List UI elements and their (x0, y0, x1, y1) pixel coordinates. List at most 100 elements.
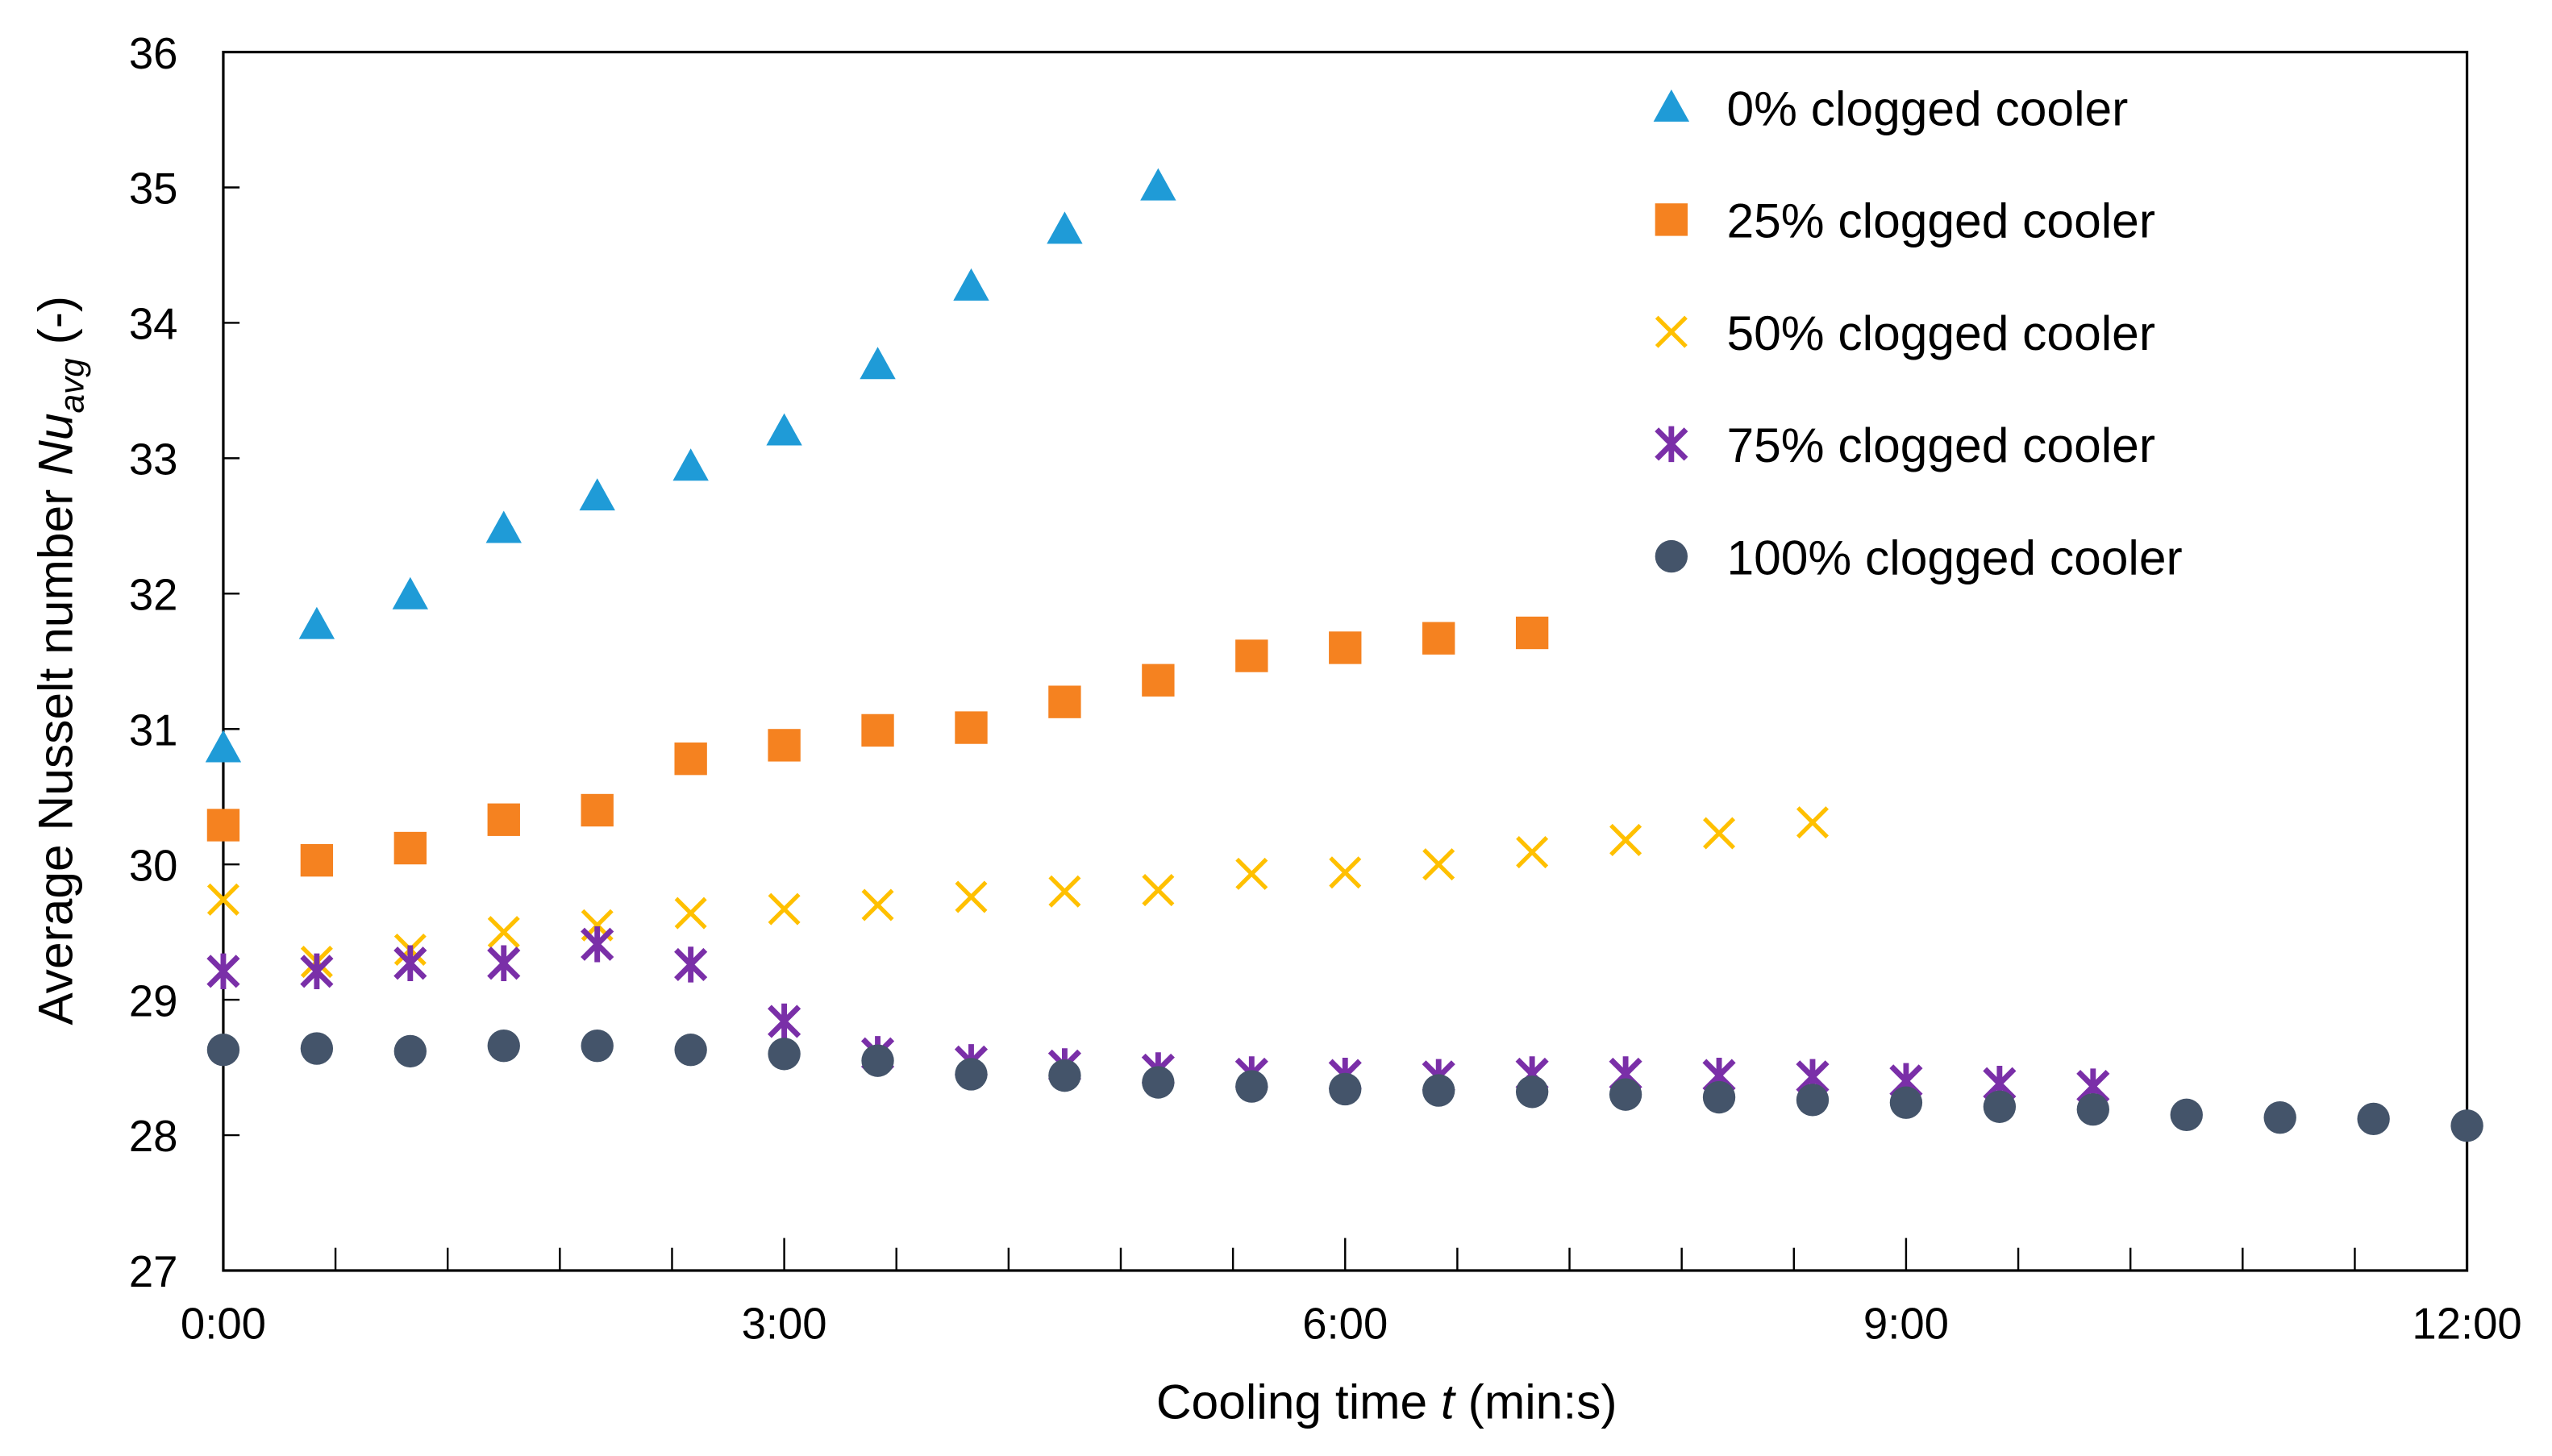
data-point (766, 413, 802, 446)
data-point (861, 888, 894, 921)
data-point (1329, 631, 1362, 664)
data-point (1140, 168, 1176, 201)
legend-label: 100% clogged cooler (1726, 530, 2182, 584)
data-point (487, 1030, 520, 1063)
data-point (581, 926, 614, 963)
y-tick-label: 27 (129, 1247, 178, 1296)
data-point (1048, 875, 1081, 908)
data-point (1047, 211, 1083, 244)
data-point (487, 916, 520, 949)
data-point (1235, 857, 1268, 890)
data-point (487, 945, 521, 981)
data-point (300, 953, 334, 990)
data-point (300, 1032, 334, 1065)
data-point (955, 880, 988, 913)
y-tick-label: 32 (129, 570, 178, 619)
data-point (1142, 664, 1175, 697)
data-point (672, 448, 709, 481)
data-point (2076, 1092, 2109, 1126)
data-point (1609, 1078, 1642, 1111)
data-point (298, 606, 335, 639)
data-point (581, 1030, 614, 1063)
data-point (205, 730, 242, 763)
y-tick-label: 35 (129, 164, 178, 214)
data-point (1515, 616, 1549, 650)
data-point (674, 896, 707, 930)
legend-label: 0% clogged cooler (1726, 81, 2128, 135)
data-point (393, 1034, 427, 1068)
data-point (393, 831, 427, 865)
legend: 0% clogged cooler 25% clogged cooler 50% c… (1653, 81, 2183, 584)
data-point (392, 576, 429, 609)
data-point (300, 843, 334, 877)
legend-label: 25% clogged cooler (1726, 193, 2155, 248)
data-point (1609, 823, 1642, 856)
y-tick-label: 36 (129, 29, 178, 78)
data-point (1142, 874, 1175, 907)
data-point (1422, 622, 1455, 655)
y-tick-label: 34 (129, 300, 178, 349)
data-point (487, 803, 520, 836)
data-point (1048, 1059, 1081, 1092)
data-point (2170, 1098, 2203, 1132)
data-marks (205, 168, 2483, 1142)
x-tick-label: 6:00 (1302, 1300, 1388, 1349)
data-point (860, 347, 896, 380)
data-point (1329, 1072, 1362, 1106)
data-point (1889, 1086, 1923, 1119)
series-1 (206, 616, 1549, 877)
data-point (579, 478, 615, 511)
y-tick-label: 28 (129, 1112, 178, 1161)
data-point (861, 1044, 894, 1077)
x-tick-label: 9:00 (1863, 1300, 1949, 1349)
data-point (206, 1034, 240, 1067)
data-point (1142, 1066, 1175, 1099)
data-point (1702, 1080, 1736, 1114)
x-tick-label: 12:00 (2412, 1300, 2521, 1349)
legend-label: 50% clogged cooler (1726, 306, 2155, 360)
legend-marker (1655, 203, 1688, 236)
data-point (1422, 1074, 1455, 1107)
series-4 (206, 1030, 2483, 1142)
data-point (393, 945, 427, 981)
y-tick-label: 30 (129, 841, 178, 890)
data-point (1515, 1075, 1549, 1109)
axes: 0:00 3:00 6:00 9:00 12:00 27 28 29 30 31 32 33 34 35 3… (129, 29, 2522, 1349)
legend-marker (1655, 539, 1688, 573)
data-point (2357, 1102, 2390, 1136)
data-point (1703, 817, 1736, 850)
data-point (674, 946, 708, 983)
data-point (206, 809, 240, 842)
data-point (955, 711, 988, 744)
data-point (674, 1034, 707, 1067)
x-tick-label: 0:00 (181, 1300, 266, 1349)
data-point (768, 1003, 801, 1040)
x-axis-label: Cooling time t (min:s) (1156, 1375, 1617, 1429)
data-point (768, 892, 801, 926)
y-tick-label: 29 (129, 976, 178, 1025)
series-2 (206, 806, 1829, 979)
data-point (581, 793, 614, 827)
data-point (1235, 1070, 1268, 1103)
data-point (953, 268, 989, 301)
data-point (768, 1038, 801, 1071)
data-point (674, 742, 707, 776)
series-0 (205, 168, 1176, 763)
legend-marker (1655, 426, 1688, 463)
data-point (485, 510, 522, 543)
data-point (1516, 836, 1549, 869)
data-point (861, 713, 894, 747)
legend-marker (1655, 315, 1688, 348)
y-tick-label: 33 (129, 435, 178, 485)
data-point (1422, 848, 1455, 881)
data-point (768, 729, 801, 762)
y-tick-label: 31 (129, 705, 178, 755)
legend-marker (1653, 89, 1690, 122)
data-point (1235, 639, 1268, 672)
data-point (955, 1058, 988, 1091)
y-axis-label: Average Nusselt number Nuavg (-) (27, 296, 90, 1025)
data-point (206, 953, 240, 990)
legend-label: 75% clogged cooler (1726, 418, 2155, 472)
data-point (1329, 856, 1362, 889)
